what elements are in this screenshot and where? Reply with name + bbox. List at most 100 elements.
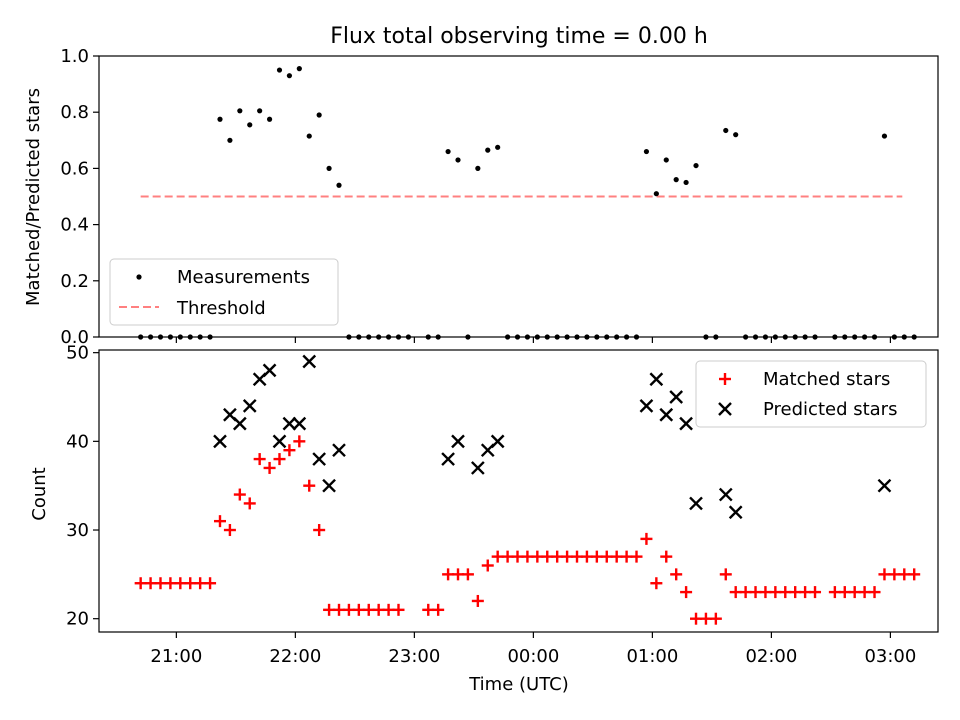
measurement-point: [326, 165, 332, 171]
measurement-point: [237, 108, 243, 114]
bottom-ytick-label: 40: [66, 431, 89, 452]
top-ytick-label: 0.6: [60, 158, 89, 179]
matched-star-point: [392, 603, 405, 616]
bottom-subplot: 20 30 40 50 21:00 22:00 23:00 00:00 01:00 02:00 0…: [29, 343, 939, 695]
chart-title: Flux total observing time = 0.00 h: [330, 24, 708, 49]
predicted-star-point: [262, 363, 277, 378]
top-ylabel: Matched/Predicted stars: [23, 88, 44, 306]
predicted-star-point: [490, 434, 505, 449]
matched-star-point: [243, 497, 256, 510]
predicted-star-point: [679, 416, 693, 431]
measurement-point: [445, 148, 451, 155]
matched-star-point: [461, 568, 474, 581]
measurement-point: [881, 133, 888, 139]
predicted-star-point: [877, 478, 892, 493]
predicted-star-point: [659, 407, 674, 422]
predicted-star-point: [312, 452, 327, 466]
measurement-point: [495, 144, 501, 150]
measurement-point: [723, 127, 729, 134]
measurement-point: [673, 177, 679, 183]
matched-star-point: [233, 488, 246, 501]
legend-label-predicted: Predicted stars: [763, 399, 897, 420]
legend-label-measurements: Measurements: [177, 267, 310, 288]
measurement-point: [643, 148, 650, 155]
measurement-point: [247, 122, 253, 128]
bottom-ytick-label: 50: [66, 343, 89, 364]
measurement-point: [485, 147, 491, 153]
predicted-star-point: [332, 443, 346, 458]
predicted-star-point: [302, 354, 317, 369]
matched-star-point: [471, 594, 484, 607]
predicted-star-point: [669, 390, 684, 404]
measurement-point: [653, 191, 659, 197]
measurement-point: [693, 162, 699, 169]
legend-label-threshold: Threshold: [176, 298, 266, 319]
top-subplot: Flux total observing time = 0.00 h 0.0 0.…: [23, 24, 939, 348]
top-ytick-label: 0.0: [60, 327, 89, 348]
legend-label-matched: Matched stars: [763, 369, 890, 390]
bottom-xtick-label: 22:00: [269, 646, 321, 667]
predicted-star-point: [292, 416, 307, 431]
matched-star-point: [213, 515, 226, 528]
matched-star-point: [293, 435, 306, 448]
matched-star-point: [481, 559, 494, 572]
predicted-star-point: [322, 478, 336, 493]
measurement-point: [276, 67, 283, 73]
measurement-point: [227, 137, 233, 143]
matched-star-point: [809, 586, 822, 599]
matched-star-point: [432, 603, 445, 616]
predicted-star-point: [470, 461, 485, 475]
bottom-xlabel: Time (UTC): [468, 674, 569, 695]
matched-star-point: [908, 568, 921, 581]
bottom-plot-frame: [98, 349, 939, 633]
top-legend: Measurements Threshold: [109, 258, 339, 326]
measurement-point: [306, 133, 312, 139]
bottom-xtick-label: 23:00: [388, 646, 440, 667]
predicted-star-point: [649, 372, 664, 387]
measurement-point: [336, 182, 342, 188]
predicted-star-point: [242, 399, 257, 413]
bottom-ytick-label: 30: [66, 520, 89, 541]
top-ytick-label: 1.0: [60, 46, 89, 67]
bottom-markers: [134, 354, 921, 625]
bottom-legend: Matched stars Predicted stars: [695, 360, 927, 428]
bottom-y-ticks: 20 30 40 50: [66, 343, 99, 630]
predicted-star-point: [718, 487, 733, 502]
measurement-point: [316, 112, 322, 118]
bottom-legend-box: [695, 360, 927, 428]
predicted-star-point: [213, 434, 227, 449]
matched-star-point: [313, 524, 326, 537]
matched-star-point: [709, 612, 722, 625]
measurement-point: [286, 73, 293, 79]
measurement-point: [733, 132, 739, 138]
measurement-point: [217, 116, 223, 122]
predicted-star-point: [451, 434, 465, 449]
predicted-star-point: [441, 452, 455, 466]
matched-star-point: [660, 550, 673, 563]
matched-star-point: [630, 550, 643, 563]
matched-star-point: [719, 568, 732, 581]
matched-star-point: [670, 568, 683, 581]
matched-star-point: [868, 586, 881, 599]
matched-star-point: [204, 577, 217, 590]
predicted-star-point: [282, 416, 297, 431]
matched-star-point: [283, 444, 296, 457]
bottom-xtick-label: 00:00: [507, 646, 559, 667]
matched-star-point: [303, 479, 316, 492]
legend-marker-measurements: [136, 274, 142, 280]
measurement-point: [475, 165, 481, 171]
matched-star-point: [263, 461, 276, 474]
measurement-point: [663, 157, 669, 163]
bottom-x-ticks: 21:00 22:00 23:00 00:00 01:00 02:00 03:00: [150, 632, 916, 667]
predicted-star-point: [272, 434, 287, 449]
top-plot-frame: [98, 55, 939, 338]
top-ytick-label: 0.4: [60, 215, 89, 236]
bottom-xtick-label: 01:00: [626, 646, 678, 667]
bottom-xtick-label: 03:00: [864, 646, 916, 667]
measurement-point: [257, 108, 263, 114]
matched-star-point: [223, 524, 236, 537]
legend-marker-predicted: [718, 402, 732, 416]
legend-marker-matched: [719, 373, 731, 385]
predicted-star-point: [639, 399, 654, 413]
predicted-star-point: [728, 505, 743, 520]
